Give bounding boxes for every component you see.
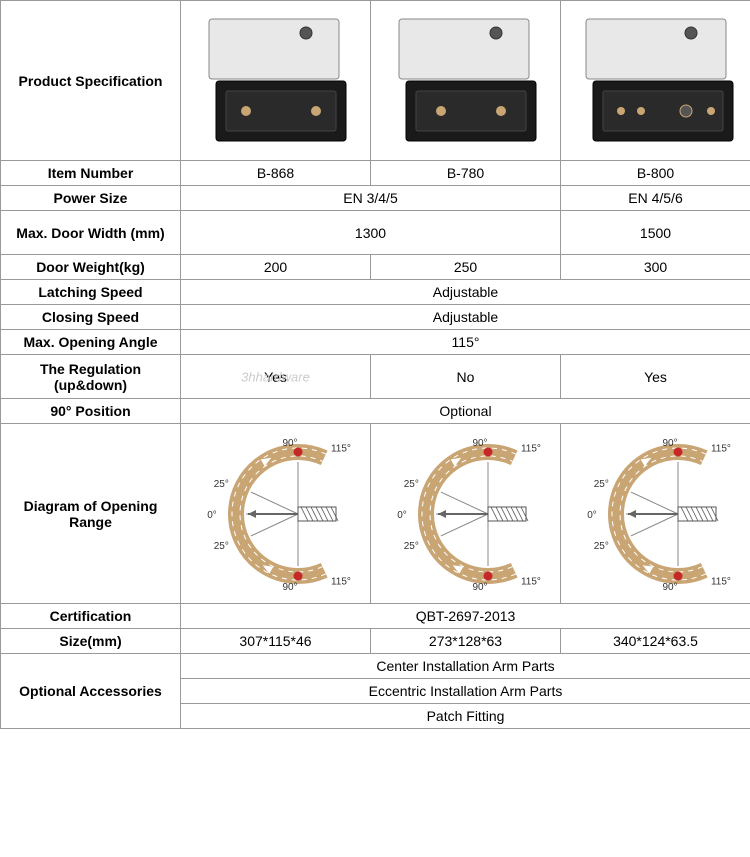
- svg-text:115°: 115°: [331, 576, 351, 587]
- row-90-position: 90° Position Optional: [1, 399, 750, 424]
- svg-text:115°: 115°: [521, 576, 541, 587]
- svg-text:90°: 90°: [662, 582, 677, 593]
- svg-text:0°: 0°: [397, 510, 407, 521]
- cell: 340*124*63.5: [561, 629, 750, 654]
- cell: 300: [561, 255, 750, 280]
- label-accessories: Optional Accessories: [1, 654, 181, 729]
- row-door-weight: Door Weight(kg) 200 250 300: [1, 255, 750, 280]
- cell: Optional: [181, 399, 750, 424]
- product-image-2: [371, 1, 561, 161]
- svg-text:90°: 90°: [282, 438, 297, 449]
- diagram-3: 0° 25° 25° 90° 90° 115° 115°: [561, 424, 750, 604]
- svg-text:25°: 25°: [594, 479, 609, 490]
- svg-text:25°: 25°: [404, 479, 419, 490]
- cell: QBT-2697-2013: [181, 604, 750, 629]
- cell: Eccentric Installation Arm Parts: [181, 679, 750, 704]
- label-max-opening-angle: Max. Opening Angle: [1, 330, 181, 355]
- label-certification: Certification: [1, 604, 181, 629]
- row-max-opening-angle: Max. Opening Angle 115°: [1, 330, 750, 355]
- row-size: Size(mm) 307*115*46 273*128*63 340*124*6…: [1, 629, 750, 654]
- cell: B-868: [181, 161, 371, 186]
- label-latching-speed: Latching Speed: [1, 280, 181, 305]
- label-size: Size(mm): [1, 629, 181, 654]
- cell: EN 3/4/5: [181, 186, 561, 211]
- cell: 250: [371, 255, 561, 280]
- cell: B-780: [371, 161, 561, 186]
- spec-table: Product Specification Item Number B-868 …: [0, 0, 750, 729]
- svg-text:115°: 115°: [711, 443, 731, 454]
- label-regulation: The Regulation (up&down): [1, 355, 181, 399]
- svg-text:25°: 25°: [214, 540, 229, 551]
- cell: Adjustable: [181, 280, 750, 305]
- cell: 273*128*63: [371, 629, 561, 654]
- cell: 115°: [181, 330, 750, 355]
- svg-text:90°: 90°: [472, 438, 487, 449]
- svg-text:0°: 0°: [207, 510, 217, 521]
- cell: B-800: [561, 161, 750, 186]
- svg-text:25°: 25°: [594, 540, 609, 551]
- label-diagram: Diagram of Opening Range: [1, 424, 181, 604]
- svg-text:115°: 115°: [711, 576, 731, 587]
- cell: 1500: [561, 211, 750, 255]
- row-closing-speed: Closing Speed Adjustable: [1, 305, 750, 330]
- row-regulation: The Regulation (up&down) Yes No Yes: [1, 355, 750, 399]
- svg-text:115°: 115°: [521, 443, 541, 454]
- row-max-door-width: Max. Door Width (mm) 1300 1500: [1, 211, 750, 255]
- svg-text:90°: 90°: [282, 582, 297, 593]
- product-image-1: [181, 1, 371, 161]
- label-max-door-width: Max. Door Width (mm): [1, 211, 181, 255]
- cell: 307*115*46: [181, 629, 371, 654]
- row-certification: Certification QBT-2697-2013: [1, 604, 750, 629]
- cell: Center Installation Arm Parts: [181, 654, 750, 679]
- row-accessories-1: Optional Accessories Center Installation…: [1, 654, 750, 679]
- diagram-1: 0° 25° 25° 90° 90° 115° 115°: [181, 424, 371, 604]
- cell: No: [371, 355, 561, 399]
- svg-text:115°: 115°: [331, 443, 351, 454]
- svg-text:90°: 90°: [472, 582, 487, 593]
- row-diagram: Diagram of Opening Range 0° 25° 25° 90° 90° 1…: [1, 424, 750, 604]
- svg-text:25°: 25°: [214, 479, 229, 490]
- cell: Yes: [561, 355, 750, 399]
- row-power-size: Power Size EN 3/4/5 EN 4/5/6: [1, 186, 750, 211]
- cell: 1300: [181, 211, 561, 255]
- cell: Yes: [181, 355, 371, 399]
- svg-text:90°: 90°: [662, 438, 677, 449]
- label-closing-speed: Closing Speed: [1, 305, 181, 330]
- diagram-2: 0° 25° 25° 90° 90° 115° 115°: [371, 424, 561, 604]
- row-item-number: Item Number B-868 B-780 B-800: [1, 161, 750, 186]
- cell: EN 4/5/6: [561, 186, 750, 211]
- svg-text:0°: 0°: [587, 510, 597, 521]
- label-door-weight: Door Weight(kg): [1, 255, 181, 280]
- cell: Adjustable: [181, 305, 750, 330]
- cell: 200: [181, 255, 371, 280]
- label-power-size: Power Size: [1, 186, 181, 211]
- label-item-number: Item Number: [1, 161, 181, 186]
- header-row: Product Specification: [1, 1, 750, 161]
- label-90-position: 90° Position: [1, 399, 181, 424]
- cell: Patch Fitting: [181, 704, 750, 729]
- svg-text:25°: 25°: [404, 540, 419, 551]
- product-image-3: [561, 1, 750, 161]
- row-latching-speed: Latching Speed Adjustable: [1, 280, 750, 305]
- header-label: Product Specification: [1, 1, 181, 161]
